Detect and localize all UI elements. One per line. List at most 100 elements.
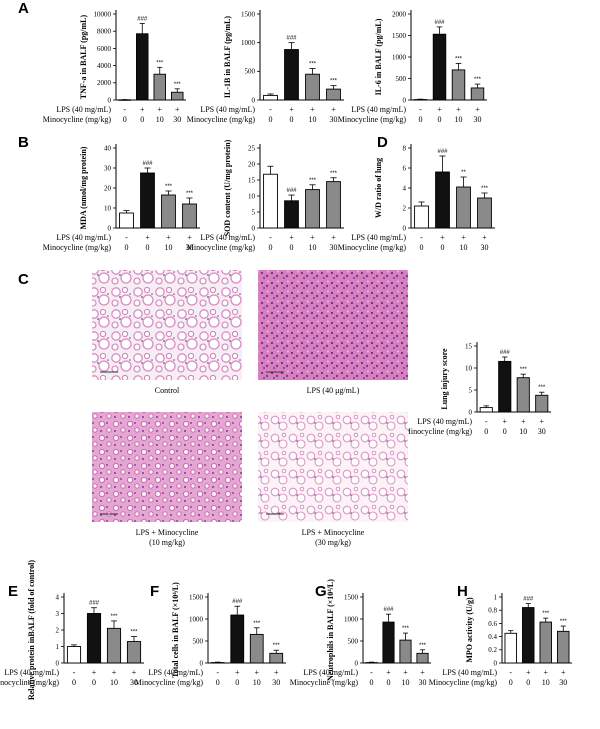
- minocycline-row-value: 10: [455, 115, 463, 124]
- y-tick-label: 30: [104, 164, 112, 172]
- y-tick-label: 1500: [241, 10, 256, 18]
- bar: [106, 627, 122, 664]
- bar: [66, 646, 82, 664]
- lps-row-label: LPS (40 mg/mL): [148, 668, 203, 677]
- significance-marker: ***: [455, 56, 463, 62]
- minocycline-row-value: 30: [330, 243, 338, 252]
- minocycline-row-value: 0: [420, 243, 424, 252]
- y-tick-label: 0: [252, 96, 256, 104]
- lps-row-label: LPS (40 mg/mL): [351, 105, 406, 114]
- histology-caption: LPS (40 μg/mL): [307, 386, 360, 395]
- bar: [136, 33, 149, 101]
- y-tick-label: 4: [403, 184, 407, 192]
- significance-marker: ***: [474, 77, 482, 83]
- minocycline-row-value: 10: [542, 678, 550, 687]
- lps-row-value: -: [123, 105, 126, 114]
- lps-row-value: +: [254, 668, 259, 677]
- lps-row-label: LPS (40 mg/mL): [56, 233, 111, 242]
- minocycline-row-value: 0: [92, 678, 96, 687]
- significance-marker: ***: [110, 614, 118, 620]
- minocycline-row-label: Minocycline (mg/kg): [338, 243, 407, 252]
- y-tick-label: 6: [403, 164, 407, 172]
- minocycline-row-label: Minocycline (mg/kg): [429, 678, 498, 687]
- y-axis-label: SOD content (U/mg protein): [223, 139, 232, 236]
- minocycline-row-value: 30: [481, 243, 489, 252]
- significance-marker: ***: [481, 186, 489, 192]
- minocycline-row-value: 0: [125, 243, 129, 252]
- bar: [230, 614, 245, 664]
- minocycline-row-value: 10: [402, 678, 410, 687]
- significance-marker: ***: [156, 60, 164, 66]
- significance-marker: ###: [383, 607, 394, 613]
- minocycline-row-value: 0: [509, 678, 513, 687]
- lps-row-value: +: [92, 668, 97, 677]
- minocycline-row-value: 0: [72, 678, 76, 687]
- y-tick-label: 0: [108, 224, 112, 232]
- lps-row-value: +: [175, 105, 180, 114]
- y-tick-label: 1500: [392, 32, 407, 40]
- minocycline-row-value: 0: [526, 678, 530, 687]
- y-tick-label: 10000: [94, 10, 112, 18]
- minocycline-row-value: 30: [186, 243, 194, 252]
- lps-row-value: +: [386, 668, 391, 677]
- chart-7: 0 5 10 15 Lung injury score ### *** *** LPS (40 …: [404, 342, 551, 436]
- significance-marker: ###: [89, 601, 100, 607]
- y-tick-label: 0: [355, 659, 359, 667]
- y-axis-label: Relative protein inBALF (fold of control…: [27, 560, 36, 700]
- lung-tissue-micrograph: [258, 270, 408, 380]
- bar: [522, 607, 535, 664]
- y-tick-label: 0.8: [488, 607, 497, 615]
- bar: [479, 407, 493, 413]
- lps-row-value: +: [331, 105, 336, 114]
- minocycline-row-value: 0: [370, 678, 374, 687]
- significance-marker: ###: [500, 350, 511, 356]
- minocycline-row-value: 0: [387, 678, 391, 687]
- histology-image-3: LPS + Minocycline(10 mg/kg): [92, 412, 242, 547]
- minocycline-row-value: 0: [269, 115, 273, 124]
- bar: [432, 33, 447, 101]
- significance-marker: ***: [273, 643, 281, 649]
- y-tick-label: 2: [403, 204, 407, 212]
- bar: [535, 394, 549, 413]
- lps-row-value: +: [166, 233, 171, 242]
- bar: [435, 171, 450, 229]
- bar: [153, 73, 166, 101]
- lps-row-value: +: [145, 233, 150, 242]
- lps-row-value: -: [509, 668, 512, 677]
- bar: [161, 194, 176, 229]
- bar: [557, 630, 570, 664]
- significance-marker: ***: [538, 385, 546, 391]
- minocycline-row-label: Minocycline (mg/kg): [187, 243, 256, 252]
- bar: [182, 203, 197, 229]
- panel-letter: H: [457, 583, 468, 600]
- lps-row-value: -: [269, 105, 272, 114]
- significance-marker: ***: [520, 367, 528, 373]
- minocycline-row-value: 0: [235, 678, 239, 687]
- lps-row-label: LPS (40 mg/mL): [200, 233, 255, 242]
- bar: [326, 88, 341, 101]
- y-tick-label: 10: [465, 364, 473, 372]
- panel-letter: F: [150, 583, 159, 600]
- histology-caption: LPS + Minocycline: [302, 528, 365, 537]
- minocycline-row-value: 0: [290, 243, 294, 252]
- y-tick-label: 0: [252, 224, 256, 232]
- minocycline-row-label: Minocycline (mg/kg): [43, 115, 112, 124]
- y-tick-label: 5: [469, 386, 473, 394]
- lps-row-label: LPS (40 mg/mL): [442, 668, 497, 677]
- significance-marker: ***: [309, 178, 317, 184]
- minocycline-row-value: 0: [438, 115, 442, 124]
- histology-image-4: LPS + Minocycline(30 mg/kg): [258, 412, 408, 547]
- bar: [119, 212, 134, 229]
- lps-row-value: +: [437, 105, 442, 114]
- y-tick-label: 15: [465, 342, 473, 350]
- lps-row-label: LPS (40 mg/mL): [417, 417, 472, 426]
- bar: [470, 87, 485, 101]
- chart-8: E 0 1 2 3 4 Relative protein inBALF (fold of c…: [0, 560, 144, 700]
- minocycline-row-value: 30: [130, 678, 138, 687]
- bar: [263, 173, 278, 229]
- lps-row-value: +: [456, 105, 461, 114]
